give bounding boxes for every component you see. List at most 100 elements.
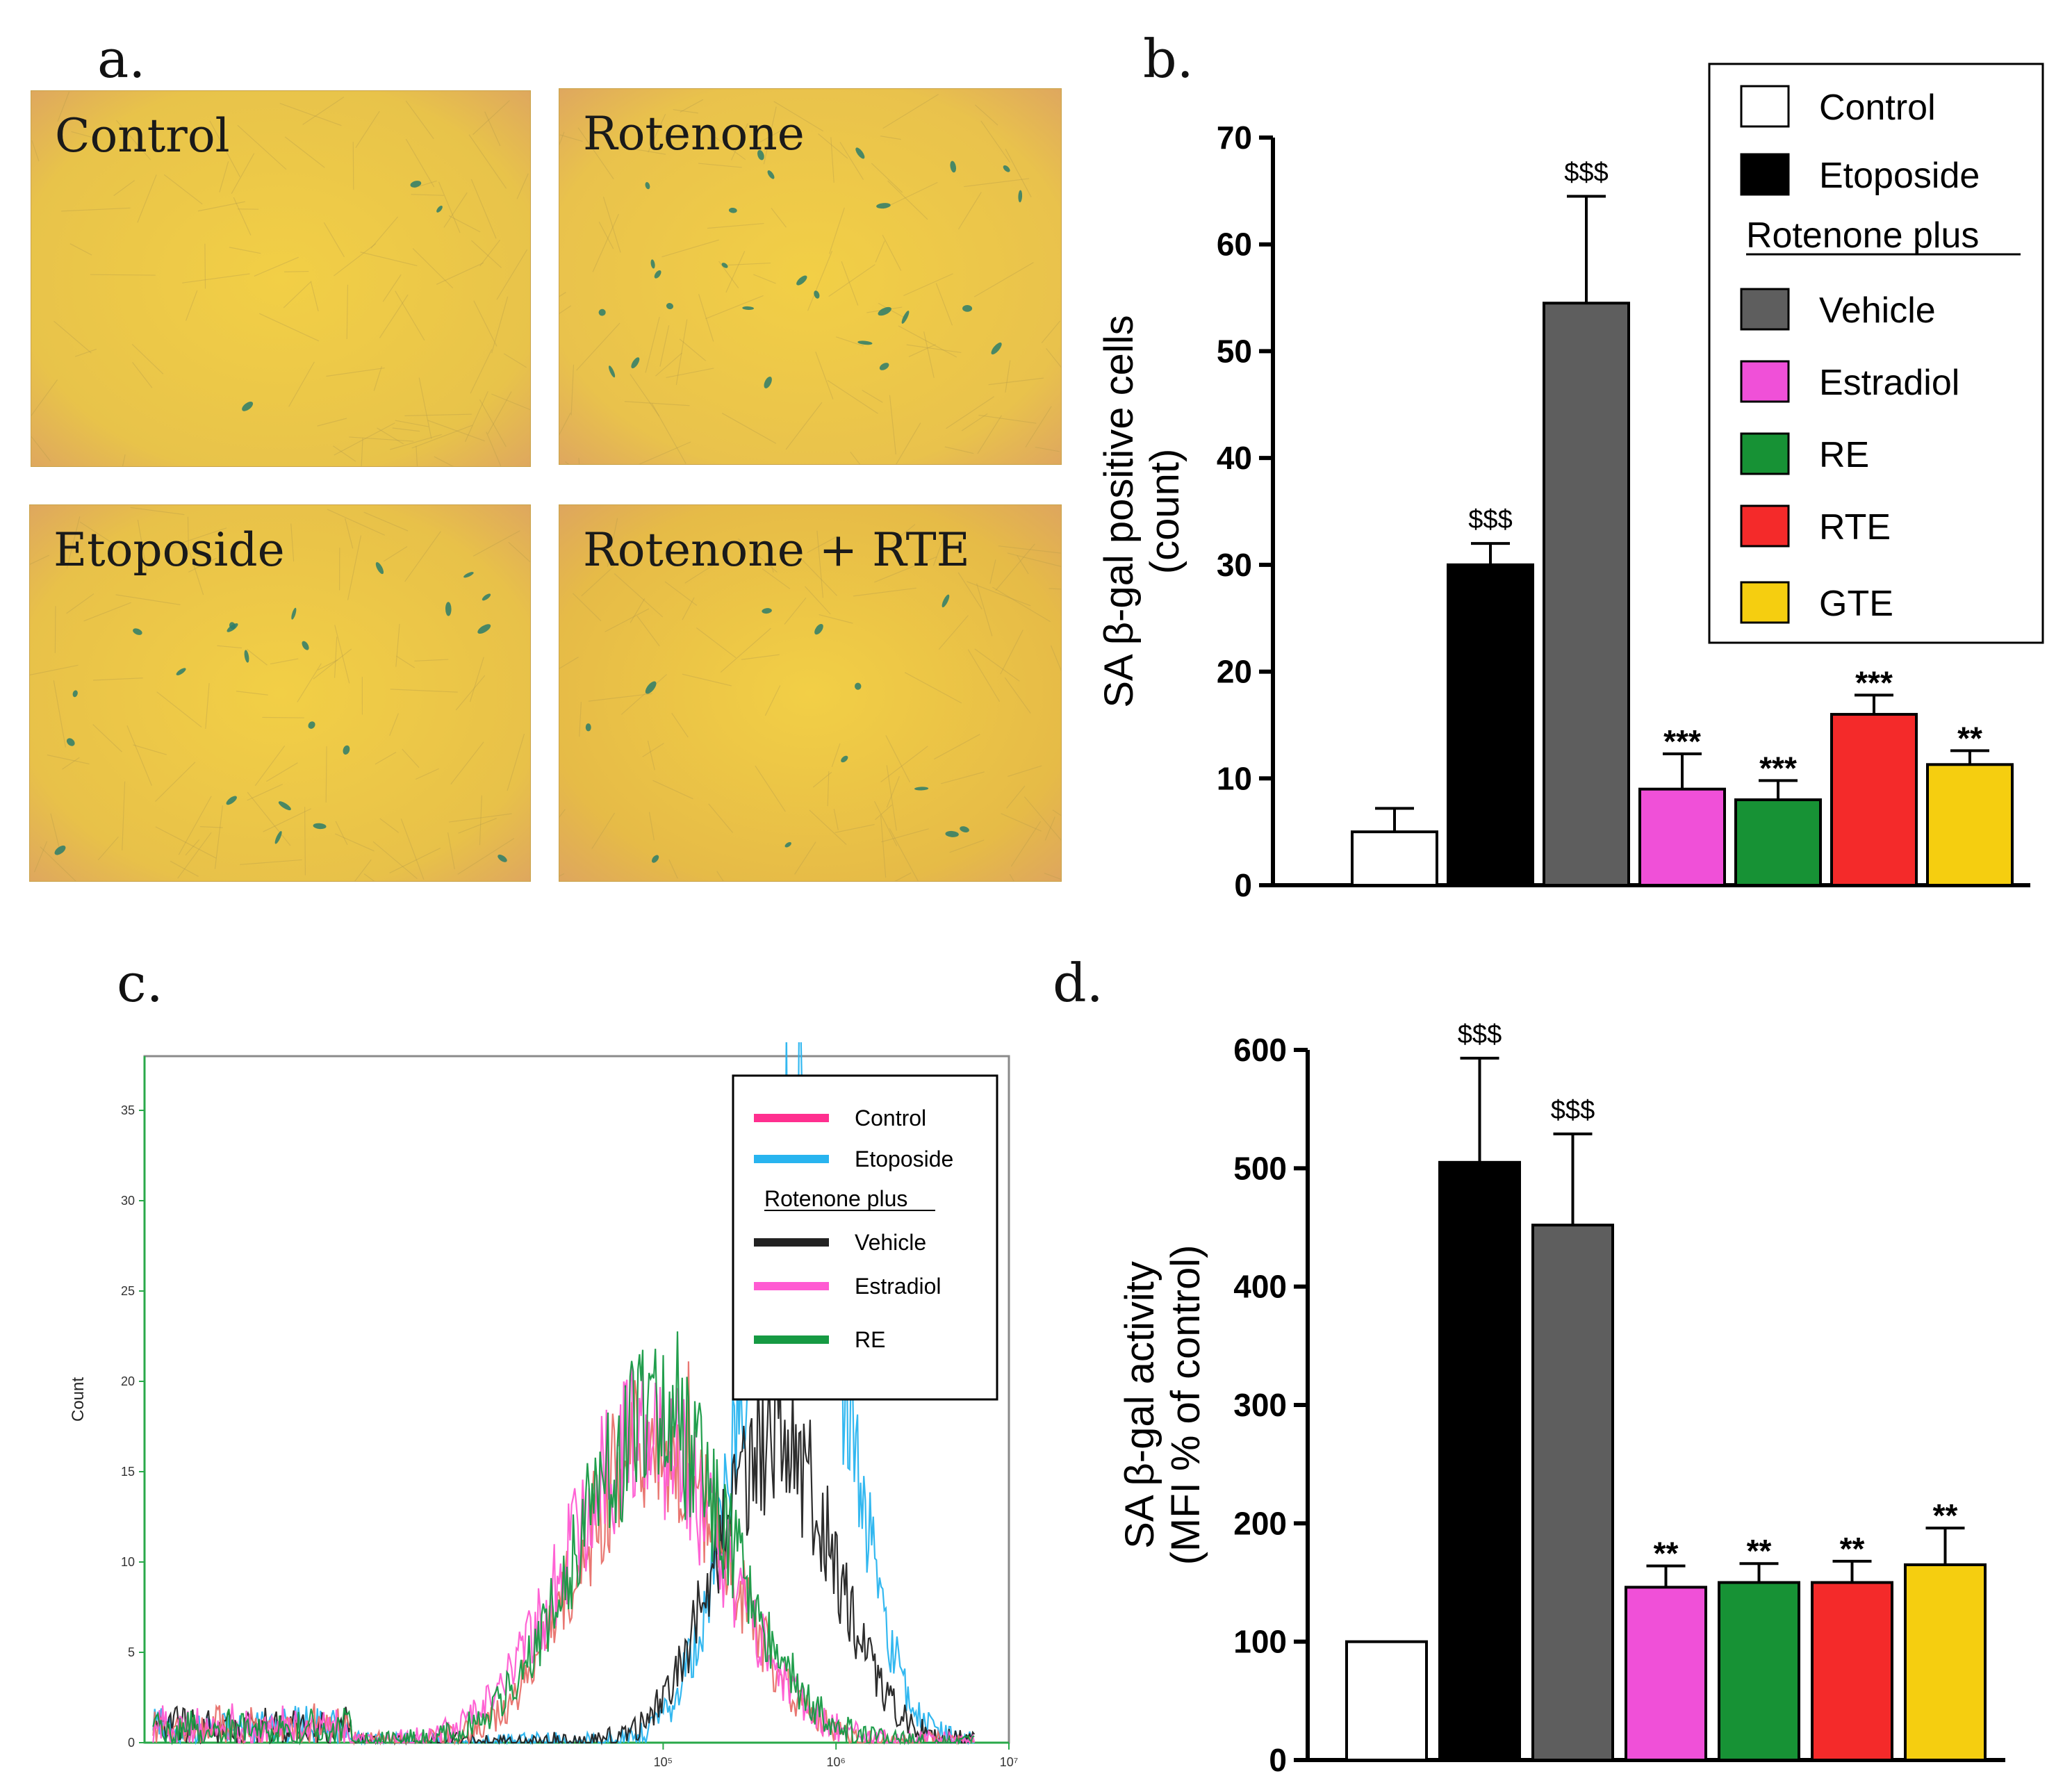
cell-fiber — [1035, 446, 1060, 452]
stained-cell — [410, 181, 422, 188]
legend-label: GTE — [1819, 584, 1893, 624]
cell-fiber — [66, 593, 94, 614]
cell-fiber — [92, 724, 122, 753]
stained-cell — [857, 340, 873, 345]
cell-fiber — [247, 791, 291, 846]
cell-fiber — [989, 559, 996, 584]
cell-fiber — [559, 657, 579, 669]
cell-fiber — [579, 702, 582, 737]
cell-fiber — [334, 636, 338, 678]
significance-label: $$$ — [1551, 1096, 1595, 1125]
cell-fiber — [737, 538, 778, 573]
legend-swatch — [754, 1114, 829, 1122]
bar-estradiol — [1638, 787, 1726, 887]
stained-cell — [343, 745, 350, 755]
cell-fiber — [436, 262, 484, 285]
cell-fiber — [458, 818, 498, 834]
cell-fiber — [833, 809, 839, 830]
y-tick-label: 10 — [1217, 760, 1252, 796]
y-axis-title-line: (count) — [1142, 449, 1187, 575]
cell-fiber — [349, 436, 414, 442]
cell-fiber — [205, 683, 210, 729]
cell-fiber — [377, 427, 404, 445]
cell-fiber — [944, 446, 974, 454]
legend-box — [1708, 63, 2044, 644]
micrograph-label: Control — [55, 109, 230, 163]
bar-control — [1345, 1640, 1428, 1762]
micrograph-control: Control — [31, 90, 531, 467]
cell-fiber — [508, 541, 530, 563]
cell-fiber — [318, 659, 338, 671]
cell-fiber — [438, 181, 461, 233]
bar-rte — [1811, 1581, 1893, 1761]
cell-fiber — [961, 413, 988, 431]
cell-fiber — [97, 836, 119, 861]
stained-cell — [375, 562, 384, 575]
cell-fiber — [874, 556, 937, 583]
cell-fiber — [834, 823, 875, 833]
cell-fiber — [246, 648, 268, 666]
cell-fiber — [416, 445, 418, 466]
cell-fiber — [988, 377, 1044, 386]
cell-fiber — [472, 530, 520, 557]
cell-fiber — [115, 594, 181, 605]
micrograph-etoposide: Etoposide — [29, 504, 531, 882]
cell-fiber — [607, 518, 618, 567]
panel-label-a: a. — [97, 28, 146, 90]
cell-fiber — [698, 163, 742, 168]
stained-cell — [227, 623, 238, 632]
cell-fiber — [771, 208, 787, 228]
stained-cell — [784, 841, 791, 848]
cell-fiber — [967, 581, 1031, 607]
cell-fiber — [651, 403, 686, 464]
cell-fiber — [976, 583, 993, 636]
panel-label-d: d. — [1053, 952, 1103, 1014]
stained-cell — [762, 608, 772, 614]
cell-fiber — [310, 281, 319, 312]
cell-fiber — [661, 239, 719, 258]
cell-fiber — [126, 725, 152, 786]
cell-fiber — [132, 362, 153, 388]
cell-fiber — [978, 414, 1037, 424]
cell-fiber — [74, 348, 97, 357]
cell-fiber — [718, 261, 739, 288]
cell-fiber — [54, 320, 92, 354]
cell-fiber — [283, 281, 312, 309]
cell-fiber — [131, 344, 164, 375]
cell-fiber — [90, 274, 156, 276]
histogram-re — [152, 1331, 975, 1746]
legend-swatch — [1740, 432, 1790, 475]
cell-fiber — [334, 243, 377, 277]
legend-label: Etoposide — [855, 1146, 953, 1172]
legend-label: Estradiol — [855, 1274, 942, 1299]
cell-fiber — [645, 316, 660, 373]
y-tick-label: 100 — [1233, 1624, 1287, 1660]
cell-fiber — [630, 374, 660, 417]
stained-cell — [650, 259, 655, 269]
cell-fiber — [655, 352, 683, 377]
legend-label: Etoposide — [1819, 156, 1980, 196]
cell-fiber — [602, 197, 621, 253]
cell-fiber — [992, 586, 1051, 623]
cell-fiber — [258, 313, 320, 342]
cell-fiber — [730, 123, 748, 161]
cell-fiber — [598, 221, 614, 249]
cell-fiber — [450, 741, 484, 785]
significance-label: ** — [1933, 1497, 1958, 1534]
cell-fiber — [313, 648, 352, 680]
legend-label: RE — [1819, 435, 1869, 475]
cell-fiber — [850, 451, 861, 464]
stained-cell — [652, 855, 659, 863]
bar-re — [1734, 798, 1822, 887]
cell-fiber — [372, 841, 418, 880]
cell-fiber — [1049, 588, 1061, 590]
cell-fiber — [170, 860, 199, 877]
cell-fiber — [375, 752, 397, 765]
bar-gte — [1904, 1563, 1987, 1761]
legend-swatch — [754, 1282, 829, 1290]
cell-fiber — [886, 765, 897, 831]
bar-chart-b: 0 10 20 30 40 50 60 70 SA β-gal positive cells(c… — [1096, 63, 2044, 903]
cell-fiber — [887, 180, 928, 220]
cell-fiber — [794, 841, 816, 875]
stained-cell — [942, 594, 950, 608]
